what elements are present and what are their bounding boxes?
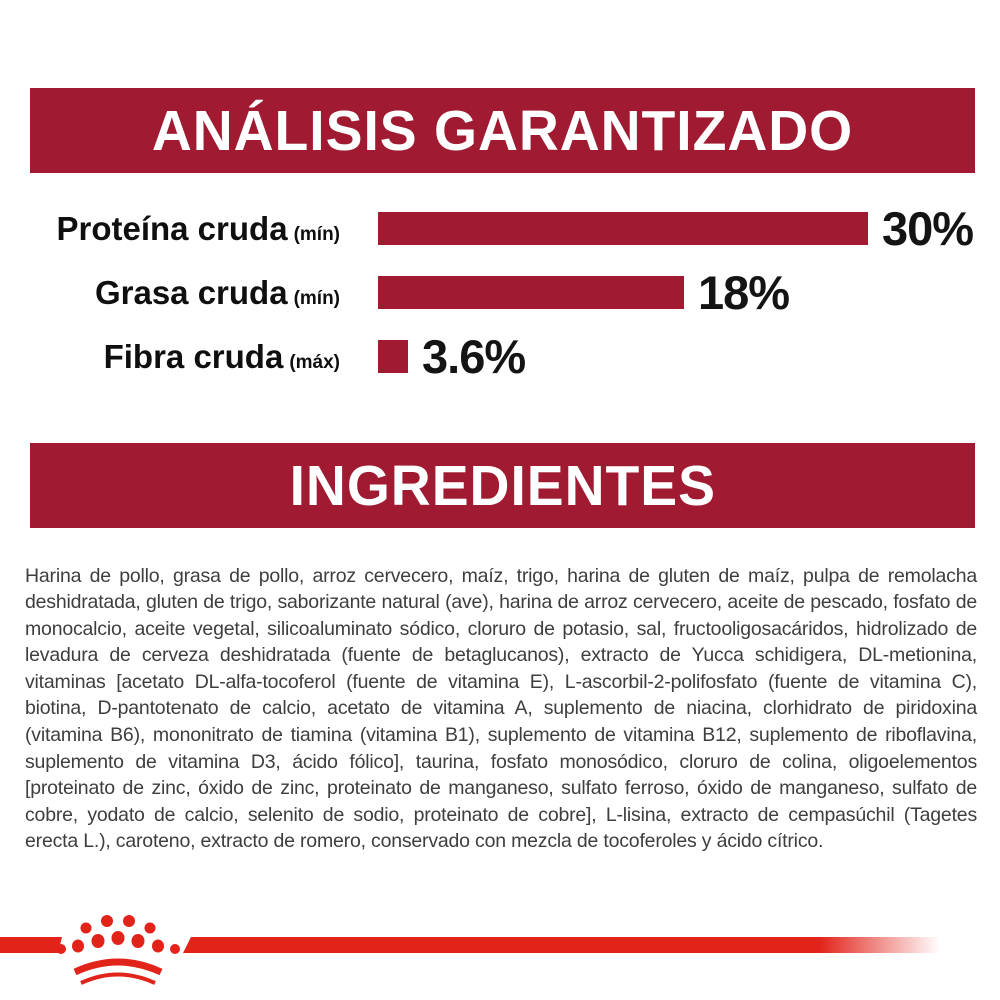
analysis-banner: ANÁLISIS GARANTIZADO: [30, 88, 975, 173]
ingredients-title: INGREDIENTES: [289, 453, 716, 518]
bar-proteina: [378, 212, 868, 245]
row-label-proteina: Proteína cruda (mín): [0, 210, 340, 248]
footer-red-bar-left: [0, 937, 62, 953]
value-grasa: 18%: [698, 266, 790, 319]
footer-red-bar-right: [183, 937, 940, 953]
guaranteed-analysis-chart: Proteína cruda (mín) 30% Grasa cruda (mín)…: [0, 202, 1000, 404]
value-fibra: 3.6%: [422, 330, 526, 383]
chart-row-fibra: Fibra cruda (máx) 3.6%: [0, 330, 1000, 383]
row-label-text: Fibra cruda: [103, 337, 284, 375]
row-label-text: Grasa cruda: [94, 273, 288, 311]
ingredients-banner: INGREDIENTES: [30, 443, 975, 528]
value-proteina: 30%: [882, 202, 974, 255]
analysis-title: ANÁLISIS GARANTIZADO: [151, 98, 854, 163]
row-label-fibra: Fibra cruda (máx): [0, 338, 340, 376]
royal-canin-crown-icon: [56, 915, 180, 985]
row-qualifier: (máx): [289, 351, 340, 373]
row-label-text: Proteína cruda: [56, 209, 288, 247]
chart-row-grasa: Grasa cruda (mín) 18%: [0, 266, 1000, 319]
row-label-grasa: Grasa cruda (mín): [0, 274, 340, 312]
row-qualifier: (mín): [293, 287, 340, 309]
row-qualifier: (mín): [293, 223, 340, 245]
bar-fibra: [378, 340, 408, 373]
chart-row-proteina: Proteína cruda (mín) 30%: [0, 202, 1000, 255]
ingredients-paragraph: Harina de pollo, grasa de pollo, arroz c…: [25, 564, 977, 853]
bar-grasa: [378, 276, 684, 309]
